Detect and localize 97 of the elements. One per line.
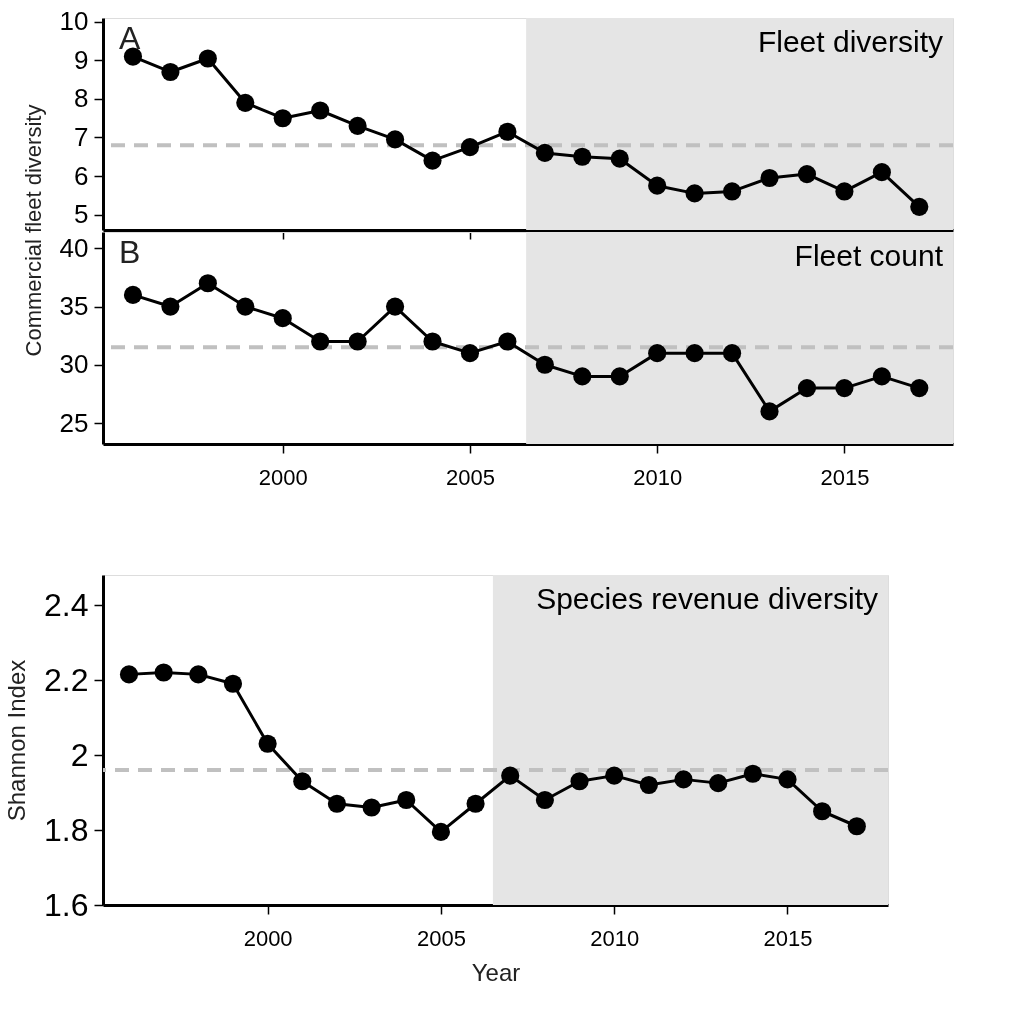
- point: [397, 790, 416, 810]
- y-tick-label: 2: [70, 736, 89, 773]
- y-tick-label: 10: [59, 6, 89, 37]
- point: [573, 367, 592, 386]
- y-tick-label: 30: [59, 349, 89, 380]
- y-axis-title: Commercial fleet diversity: [20, 104, 46, 357]
- point: [674, 770, 693, 789]
- point: [348, 332, 367, 351]
- chart-title: Species revenue diversity: [536, 582, 878, 615]
- x-tick-label: 2010: [633, 464, 683, 490]
- point: [760, 402, 779, 421]
- point: [385, 130, 405, 149]
- point: [466, 794, 485, 813]
- point: [311, 101, 330, 120]
- point: [154, 663, 173, 682]
- point: [258, 734, 277, 753]
- x-tick-label: 2010: [590, 925, 640, 951]
- y-tick-label: 7: [74, 121, 89, 152]
- point: [797, 379, 817, 398]
- point: [198, 274, 217, 293]
- point: [813, 802, 832, 821]
- y-tick-label: 9: [74, 44, 89, 75]
- point: [685, 344, 704, 363]
- x-tick-label: 2005: [445, 464, 495, 490]
- point: [722, 344, 742, 363]
- point: [311, 332, 330, 351]
- point: [535, 790, 554, 810]
- point: [835, 182, 854, 201]
- point: [161, 62, 180, 82]
- point: [610, 367, 629, 386]
- point: [910, 197, 929, 216]
- chart-title: Fleet count: [794, 239, 944, 272]
- point: [123, 47, 143, 66]
- point: [273, 109, 292, 128]
- point: [709, 774, 728, 793]
- point: [910, 379, 929, 398]
- y-tick-label: 5: [74, 199, 89, 230]
- point: [423, 151, 442, 170]
- point: [236, 93, 255, 112]
- point: [835, 379, 854, 398]
- point: [431, 822, 450, 841]
- point: [189, 665, 208, 684]
- point: [362, 798, 381, 817]
- x-tick-label: 2000: [243, 925, 293, 951]
- x-tick-label: 2015: [763, 925, 813, 951]
- point: [198, 49, 217, 68]
- point: [236, 297, 255, 316]
- point: [605, 766, 624, 785]
- point: [119, 665, 139, 684]
- point: [460, 344, 480, 363]
- point: [797, 165, 817, 184]
- point: [460, 138, 480, 157]
- point: [639, 775, 658, 795]
- y-tick-label: 25: [59, 407, 89, 438]
- point: [498, 332, 517, 351]
- point: [570, 772, 589, 791]
- point: [293, 772, 312, 791]
- y-tick-label: 8: [74, 83, 89, 114]
- point: [273, 309, 292, 328]
- point: [685, 184, 704, 203]
- point: [872, 163, 891, 182]
- point: [535, 355, 554, 374]
- annotation: B: [119, 234, 141, 270]
- x-tick-label: 2015: [820, 464, 870, 490]
- point: [648, 176, 667, 195]
- y-tick-label: 2.2: [44, 661, 89, 698]
- point: [573, 147, 592, 166]
- annotation: A: [119, 20, 141, 56]
- point: [610, 149, 629, 168]
- y-tick-label: 35: [59, 291, 89, 322]
- y-tick-label: 40: [59, 232, 89, 263]
- y-tick-label: 2.4: [44, 586, 89, 623]
- point: [760, 168, 779, 188]
- point: [385, 297, 405, 316]
- x-tick-label: 2005: [416, 925, 466, 951]
- x-axis-title: Year: [471, 958, 521, 986]
- point: [423, 332, 442, 351]
- point: [327, 794, 347, 813]
- point: [348, 116, 367, 135]
- point: [648, 344, 667, 363]
- point: [722, 182, 742, 201]
- y-axis-title: Shannon Index: [3, 659, 31, 822]
- point: [535, 143, 554, 162]
- y-tick-label: 6: [74, 160, 89, 191]
- point: [847, 817, 866, 836]
- point: [872, 367, 891, 386]
- y-tick-label: 1.6: [44, 886, 89, 923]
- point: [743, 764, 762, 783]
- point: [501, 766, 520, 785]
- point: [778, 770, 797, 789]
- y-tick-label: 1.8: [44, 811, 89, 848]
- point: [223, 674, 243, 693]
- x-tick-label: 2000: [258, 464, 308, 490]
- point: [161, 297, 180, 316]
- point: [123, 285, 143, 304]
- point: [498, 122, 517, 141]
- chart-title: Fleet diversity: [757, 25, 943, 58]
